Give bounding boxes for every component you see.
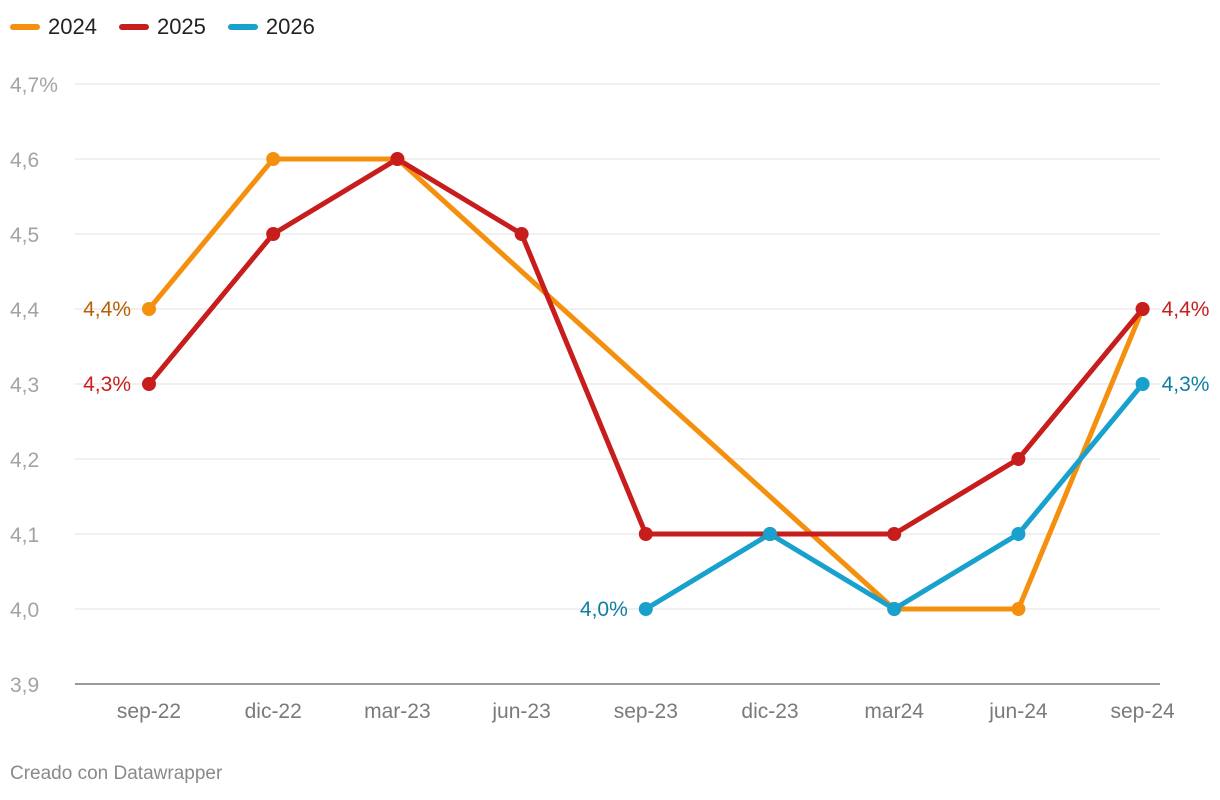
data-point-2025 — [142, 377, 156, 391]
chart-legend: 2024 2025 2026 — [10, 14, 315, 40]
legend-swatch-2026 — [227, 24, 258, 30]
data-point-2026 — [638, 602, 653, 616]
legend-item-2024: 2024 — [10, 14, 97, 40]
data-point-2024 — [142, 302, 156, 316]
data-label-2024: 4,4% — [83, 298, 131, 321]
x-tick-label: mar-23 — [364, 700, 431, 723]
x-tick-label: sep-22 — [117, 700, 181, 723]
y-tick-label: 4,3 — [10, 374, 39, 397]
series-line-2026 — [643, 381, 1146, 612]
legend-label-2024: 2024 — [48, 14, 97, 39]
y-tick-label: 4,7% — [10, 74, 58, 97]
data-point-2024 — [266, 152, 281, 166]
x-tick-label: sep-24 — [1110, 700, 1175, 723]
x-tick-label: dic-23 — [741, 700, 798, 723]
data-point-2025 — [514, 227, 529, 241]
series-line-2024 — [146, 156, 1146, 612]
legend-label-2026: 2026 — [265, 14, 315, 39]
data-point-2025 — [1135, 302, 1150, 316]
data-label-2026: 4,3% — [1162, 373, 1210, 396]
x-tick-label: mar24 — [864, 700, 924, 723]
data-label-2026: 4,0% — [580, 598, 628, 621]
y-tick-label: 4,0 — [10, 599, 39, 622]
x-tick-label: sep-23 — [614, 700, 678, 723]
y-tick-label: 3,9 — [10, 674, 39, 697]
legend-item-2025: 2025 — [118, 14, 206, 40]
credit-text: Creado con Datawrapper — [10, 763, 223, 784]
data-point-2025 — [887, 527, 902, 541]
data-point-2025 — [638, 527, 653, 541]
legend-label-2025: 2025 — [156, 14, 206, 39]
data-label-2025: 4,3% — [83, 373, 131, 396]
y-tick-label: 4,4 — [10, 299, 40, 322]
y-tick-label: 4,5 — [10, 224, 39, 247]
y-tick-label: 4,6 — [10, 149, 39, 172]
legend-item-2026: 2026 — [227, 14, 315, 40]
x-tick-label: dic-22 — [245, 700, 302, 723]
data-point-2026 — [1135, 377, 1150, 391]
data-point-2026 — [1011, 527, 1026, 541]
y-tick-label: 4,1 — [10, 524, 39, 547]
data-point-2025 — [390, 152, 405, 166]
data-point-2024 — [1011, 602, 1026, 616]
x-tick-label: jun-23 — [491, 700, 550, 723]
data-point-2026 — [763, 527, 777, 541]
series-line-2025 — [146, 156, 1146, 537]
legend-swatch-2024 — [10, 24, 40, 30]
x-tick-label: jun-24 — [988, 700, 1048, 723]
legend-swatch-2025 — [118, 24, 149, 30]
data-point-2025 — [1011, 452, 1026, 466]
data-point-2025 — [266, 227, 281, 241]
data-point-2026 — [887, 602, 902, 616]
data-label-2025: 4,4% — [1162, 298, 1210, 321]
y-tick-label: 4,2 — [10, 449, 39, 472]
